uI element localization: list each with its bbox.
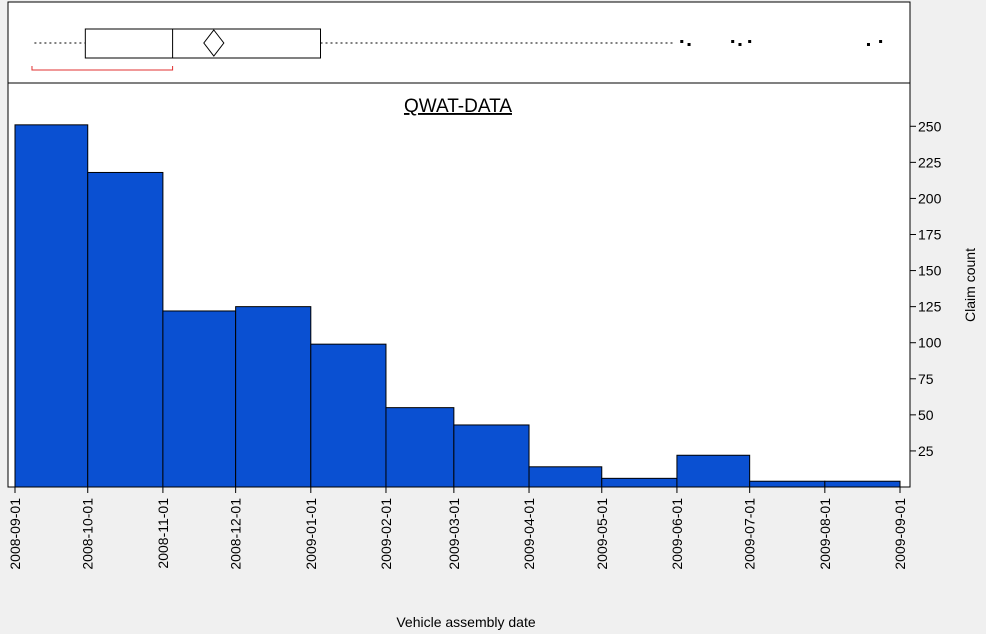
bar xyxy=(453,424,530,488)
y-tick-label: 25 xyxy=(918,443,934,459)
x-tick-label: 2008-12-01 xyxy=(228,498,244,570)
bar xyxy=(676,454,751,488)
x-tick-label: 2009-05-01 xyxy=(594,498,610,570)
bar xyxy=(385,407,455,488)
x-tick-label: 2009-04-01 xyxy=(521,498,537,570)
x-tick-label: 2009-08-01 xyxy=(817,498,833,570)
x-tick-label: 2009-09-01 xyxy=(892,498,908,570)
y-tick-label: 150 xyxy=(918,263,942,279)
y-tick-label: 75 xyxy=(918,371,934,387)
shortest-half xyxy=(31,66,174,71)
x-tick-label: 2008-09-01 xyxy=(7,498,23,570)
y-tick-label: 50 xyxy=(918,407,934,423)
bar xyxy=(601,477,678,488)
y-tick-label: 225 xyxy=(918,154,942,170)
box xyxy=(84,28,322,59)
bar xyxy=(528,466,603,488)
bar xyxy=(87,171,164,488)
x-axis-label: Vehicle assembly date xyxy=(396,614,536,630)
y-tick-label: 125 xyxy=(918,299,942,315)
x-tick-label: 2008-10-01 xyxy=(80,498,96,570)
y-tick-label: 250 xyxy=(918,118,942,134)
outlier xyxy=(731,40,735,43)
bar xyxy=(824,480,901,488)
x-tick-label: 2009-03-01 xyxy=(446,498,462,570)
y-tick-label: 100 xyxy=(918,335,942,351)
outlier xyxy=(687,43,691,46)
bar xyxy=(14,124,89,488)
outlier xyxy=(866,43,870,46)
outlier xyxy=(738,43,742,46)
bar xyxy=(749,480,826,488)
chart-title: QWAT-DATA xyxy=(404,96,512,117)
y-tick-label: 200 xyxy=(918,190,942,206)
bar xyxy=(310,343,387,488)
x-tick-label: 2008-11-01 xyxy=(155,498,171,569)
mean-diamond xyxy=(203,29,225,57)
x-tick-label: 2009-06-01 xyxy=(669,498,685,570)
outlier xyxy=(748,40,752,43)
y-axis-label: Claim count xyxy=(962,248,978,322)
outlier xyxy=(879,40,883,43)
outlier xyxy=(680,40,684,43)
y-tick-label: 175 xyxy=(918,227,942,243)
bar xyxy=(235,306,312,488)
x-tick-label: 2009-02-01 xyxy=(378,498,394,570)
bar xyxy=(162,310,237,488)
x-tick-label: 2009-01-01 xyxy=(303,498,319,570)
x-tick-label: 2009-07-01 xyxy=(742,498,758,570)
